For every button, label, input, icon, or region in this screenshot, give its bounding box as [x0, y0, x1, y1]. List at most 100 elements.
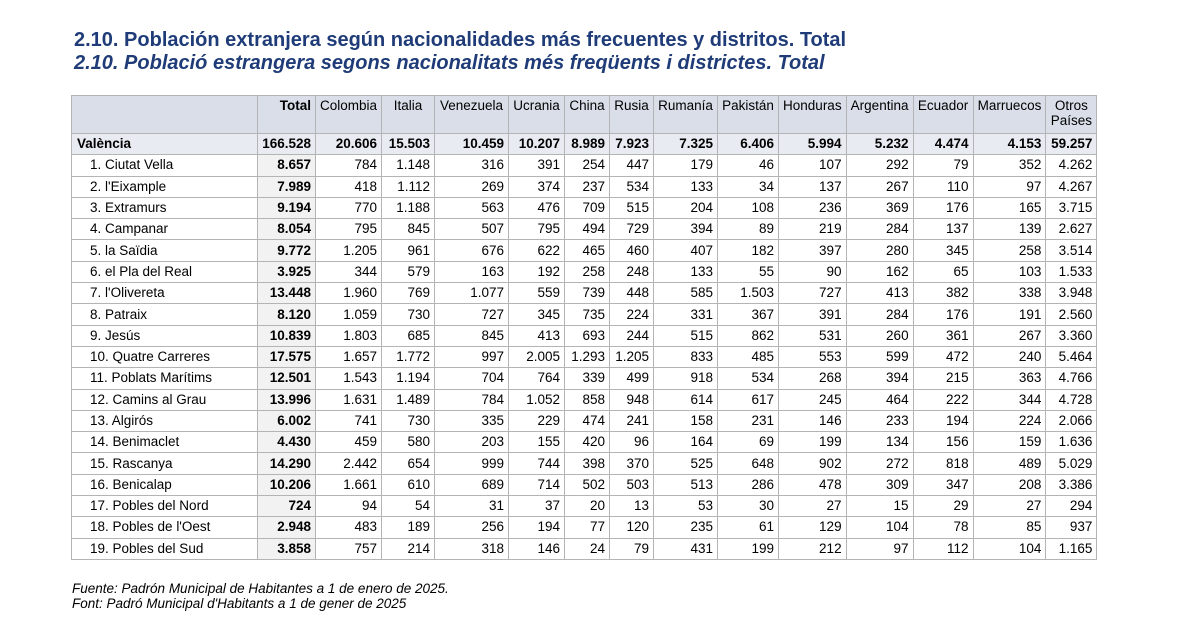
cell-value: 179: [653, 154, 719, 177]
cell-value: 164: [653, 431, 719, 454]
district-name: 4. Campanar: [71, 218, 258, 241]
cell-value: 448: [609, 282, 655, 305]
cell-value: 727: [778, 282, 847, 305]
header-total: Total: [257, 95, 316, 134]
cell-value: 3.360: [1045, 324, 1098, 347]
table-header-row: Total Colombia Italia Venezuela Ucrania …: [71, 95, 1098, 134]
cell-value: 622: [508, 239, 566, 262]
district-name: 8. Patraix: [71, 303, 258, 326]
cell-value: 503: [609, 473, 655, 497]
district-name: 17. Pobles del Nord: [71, 495, 258, 518]
district-name: València: [71, 132, 258, 156]
table-row: 15. Rascanya 14.290 2.442 654 999 744 398 370 52…: [71, 452, 1098, 475]
cell-value: 689: [434, 473, 510, 497]
cell-value: 367: [717, 303, 780, 326]
cell-value: 407: [653, 239, 719, 262]
cell-value: 1.059: [314, 303, 383, 326]
cell-value: 3.514: [1045, 239, 1098, 262]
cell-value: 1.661: [314, 473, 383, 497]
cell-value: 1.205: [314, 239, 383, 262]
district-total: 166.528: [257, 132, 316, 156]
cell-value: 215: [912, 367, 974, 390]
district-name: 12. Camins al Grau: [71, 388, 258, 411]
cell-value: 741: [314, 409, 383, 433]
cell-value: 676: [434, 239, 510, 262]
cell-value: 65: [912, 260, 974, 284]
district-total: 724: [257, 495, 316, 518]
source-note: Fuente: Padrón Municipal de Habitantes a…: [72, 581, 449, 611]
cell-value: 318: [434, 537, 510, 560]
cell-value: 2.560: [1045, 303, 1098, 326]
title-catalan: 2.10. Població estrangera segons naciona…: [74, 52, 825, 74]
cell-value: 20: [564, 495, 611, 518]
cell-value: 3.386: [1045, 473, 1098, 497]
cell-value: 1.489: [381, 388, 436, 411]
cell-value: 7.923: [609, 132, 655, 156]
district-total: 13.996: [257, 388, 316, 411]
source-spanish: Fuente: Padrón Municipal de Habitantes a…: [72, 581, 449, 596]
cell-value: 78: [912, 516, 974, 539]
cell-value: 1.772: [381, 345, 436, 369]
cell-value: 272: [845, 452, 914, 475]
cell-value: 219: [778, 218, 847, 241]
cell-value: 563: [434, 196, 510, 220]
cell-value: 654: [381, 452, 436, 475]
cell-value: 515: [609, 196, 655, 220]
cell-value: 502: [564, 473, 611, 497]
cell-value: 110: [912, 175, 974, 198]
cell-value: 685: [381, 324, 436, 347]
cell-value: 79: [609, 537, 655, 560]
cell-value: 79: [912, 154, 974, 177]
cell-value: 204: [653, 196, 719, 220]
cell-value: 709: [564, 196, 611, 220]
cell-value: 431: [653, 537, 719, 560]
table-body: València 166.528 20.606 15.503 10.459 10.207 8…: [71, 132, 1098, 560]
cell-value: 159: [972, 431, 1047, 454]
cell-value: 199: [717, 537, 780, 560]
cell-value: 559: [508, 282, 566, 305]
cell-value: 89: [717, 218, 780, 241]
cell-value: 391: [778, 303, 847, 326]
district-total: 9.194: [257, 196, 316, 220]
cell-value: 764: [508, 367, 566, 390]
cell-value: 1.188: [381, 196, 436, 220]
cell-value: 267: [972, 324, 1047, 347]
table-row: 18. Pobles de l'Oest 2.948 483 189 256 194 77 1…: [71, 516, 1098, 539]
cell-value: 316: [434, 154, 510, 177]
table-row: 11. Poblats Marítims 12.501 1.543 1.194 704 7…: [71, 367, 1098, 390]
cell-value: 1.112: [381, 175, 436, 198]
cell-value: 103: [972, 260, 1047, 284]
district-total: 13.448: [257, 282, 316, 305]
cell-value: 391: [508, 154, 566, 177]
population-table: Total Colombia Italia Venezuela Ucrania …: [71, 95, 1098, 560]
cell-value: 1.503: [717, 282, 780, 305]
cell-value: 222: [912, 388, 974, 411]
cell-value: 97: [972, 175, 1047, 198]
cell-value: 476: [508, 196, 566, 220]
header-otros-line1: Otros: [1054, 98, 1088, 113]
cell-value: 240: [972, 345, 1047, 369]
cell-value: 267: [845, 175, 914, 198]
cell-value: 370: [609, 452, 655, 475]
district-total: 3.858: [257, 537, 316, 560]
cell-value: 233: [845, 409, 914, 433]
cell-value: 258: [972, 239, 1047, 262]
cell-value: 53: [653, 495, 719, 518]
cell-value: 203: [434, 431, 510, 454]
cell-value: 59.257: [1045, 132, 1098, 156]
cell-value: 483: [314, 516, 383, 539]
district-total: 8.657: [257, 154, 316, 177]
cell-value: 155: [508, 431, 566, 454]
cell-value: 137: [778, 175, 847, 198]
cell-value: 146: [778, 409, 847, 433]
cell-value: 1.657: [314, 345, 383, 369]
cell-value: 494: [564, 218, 611, 241]
cell-value: 199: [778, 431, 847, 454]
cell-value: 163: [434, 260, 510, 284]
district-total: 12.501: [257, 367, 316, 390]
cell-value: 858: [564, 388, 611, 411]
cell-value: 2.066: [1045, 409, 1098, 433]
cell-value: 24: [564, 537, 611, 560]
cell-value: 90: [778, 260, 847, 284]
cell-value: 729: [609, 218, 655, 241]
